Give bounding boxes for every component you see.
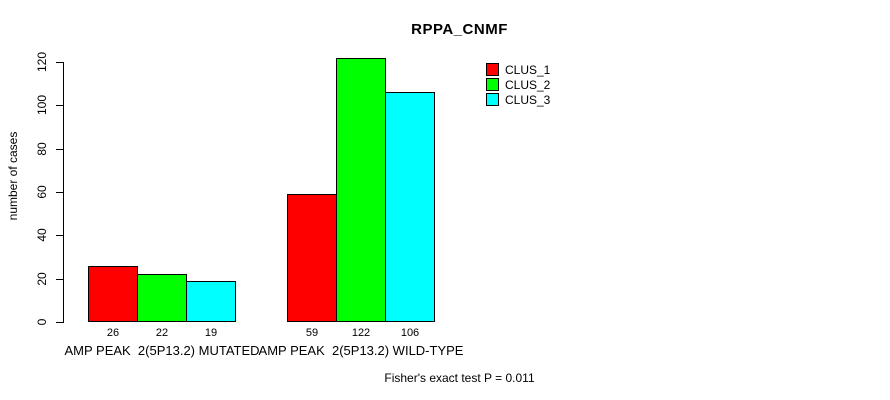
legend-swatch-icon [486,78,499,91]
bar-clus_1-group2 [287,194,337,322]
y-axis-tick-label: 80 [35,141,49,156]
y-axis-line [63,62,64,323]
y-axis-tick-label: 0 [35,318,49,326]
bar-clus_3-group1 [186,281,236,322]
bar-value-label: 19 [204,327,218,339]
legend-label: CLUS_3 [505,92,551,107]
legend: CLUS_1 CLUS_2 CLUS_3 [486,62,550,107]
y-axis-tick-label: 120 [35,51,49,73]
y-axis-tick [56,278,63,280]
legend-item-clus_3: CLUS_3 [486,92,550,107]
legend-label: CLUS_2 [505,77,551,92]
y-axis-label: number of cases [6,131,20,221]
category-label: AMP PEAK 2(5P13.2) MUTATED [64,343,260,358]
bar-value-label: 22 [155,327,169,339]
legend-item-clus_1: CLUS_1 [486,62,550,77]
y-axis-tick-label: 20 [35,271,49,286]
y-axis-tick [56,322,63,323]
bar-value-label: 59 [305,327,319,339]
fisher-test-annotation: Fisher's exact test P = 0.011 [384,371,535,385]
bar-clus_3-group2 [385,92,435,322]
y-axis-tick [56,105,63,107]
y-axis-tick-label: 100 [35,95,49,116]
y-axis-tick-label: 40 [35,228,49,243]
legend-item-clus_2: CLUS_2 [486,77,550,92]
y-axis-tick-label: 60 [35,185,49,199]
bar-value-label: 122 [351,327,371,339]
y-axis-tick [56,235,63,237]
y-axis-tick [56,62,63,63]
bar-value-label: 26 [106,327,120,339]
legend-swatch-icon [486,63,499,76]
bar-value-label: 106 [400,327,420,339]
y-axis-tick [56,192,63,193]
y-axis-tick [56,148,63,150]
chart-title: RPPA_CNMF [411,21,508,38]
bar-clus_2-group2 [336,58,386,322]
legend-swatch-icon [486,93,499,106]
bar-clus_1-group1 [88,266,138,322]
legend-label: CLUS_1 [505,62,551,77]
bar-clus_2-group1 [137,274,187,322]
category-label: AMP PEAK 2(5P13.2) WILD-TYPE [258,343,464,358]
